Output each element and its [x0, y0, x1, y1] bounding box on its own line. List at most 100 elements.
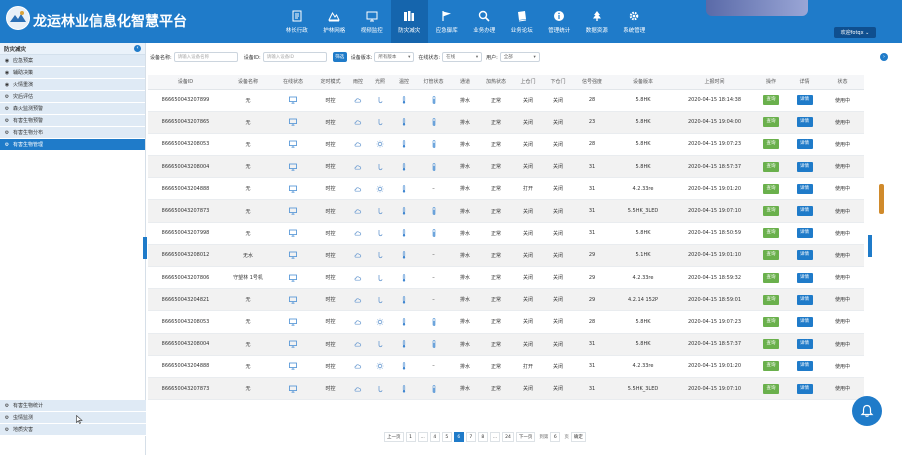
signal-strength: 29	[573, 266, 611, 290]
sidebar-item-bottom_items-2[interactable]: ⚙ 地质灾害	[0, 424, 146, 436]
nav-item-9[interactable]: 系统管理	[616, 0, 654, 43]
collapse-icon[interactable]: ‹	[134, 45, 141, 52]
filter-button[interactable]: 筛选	[332, 52, 347, 62]
nav-item-8[interactable]: 数据资源	[578, 0, 616, 43]
detail-button[interactable]: 详情	[796, 228, 813, 239]
query-button[interactable]: 查询	[763, 117, 779, 128]
rain-cloud-icon	[354, 185, 362, 193]
nav-item-7[interactable]: 管理统计	[541, 0, 579, 43]
rain-cloud-icon	[354, 207, 362, 215]
page-button[interactable]: 6	[453, 432, 464, 442]
detail-button[interactable]: 详情	[796, 361, 813, 372]
query-button[interactable]: 查询	[763, 139, 779, 150]
page-button[interactable]: 5	[441, 432, 452, 442]
page-button[interactable]: ...	[489, 432, 501, 442]
user-label: 用户:	[486, 54, 498, 61]
sidebar-item-bottom_items-0[interactable]: ⚙ 有害生物统计	[0, 400, 146, 412]
detail-button[interactable]: 详情	[796, 316, 813, 327]
sidebar-header: 防灾减灾 ‹	[0, 43, 145, 55]
query-button[interactable]: 查询	[763, 95, 779, 106]
detail-button[interactable]: 详情	[796, 95, 813, 106]
sidebar-item-items-6[interactable]: ⚙ 有害生物分布	[0, 127, 145, 139]
query-button[interactable]: 查询	[763, 294, 779, 305]
query-button[interactable]: 查询	[763, 228, 779, 239]
query-button[interactable]: 查询	[763, 183, 779, 194]
page-button[interactable]: 7	[465, 432, 476, 442]
heat-status: 正常	[479, 244, 513, 268]
page-button[interactable]: 24	[502, 432, 514, 442]
sidebar-item-items-5[interactable]: ⚙ 有害生物预警	[0, 115, 145, 127]
detail-button[interactable]: 详情	[796, 206, 813, 217]
nav-item-3[interactable]: 防灾减灾	[390, 0, 428, 43]
user-menu[interactable]: 欢迎fotqx ⌄	[834, 27, 876, 38]
light-hook-icon	[376, 296, 384, 304]
device-id-input[interactable]: 请输入设备ID	[262, 52, 327, 62]
device-id: 866650043208004	[148, 155, 223, 179]
device-id: 866650043208053	[148, 133, 223, 157]
query-button[interactable]: 查询	[763, 272, 779, 283]
goto-confirm-button[interactable]: 确定	[570, 432, 586, 442]
page-button[interactable]: 8	[477, 432, 488, 442]
notification-bell-icon[interactable]	[852, 396, 882, 426]
sidebar-item-items-0[interactable]: ◉ 应急预案	[0, 55, 145, 67]
light-hook-icon	[376, 385, 384, 393]
online-monitor-icon	[289, 118, 297, 126]
version-select[interactable]: 所有版本 ▾	[374, 52, 415, 62]
nav-item-1[interactable]: 护林网格	[316, 0, 354, 43]
thermometer-icon-cell	[392, 355, 416, 378]
query-button[interactable]: 查询	[763, 383, 779, 394]
nav-item-5[interactable]: 业务办理	[466, 0, 504, 43]
nav-item-6[interactable]: 业务论坛	[503, 0, 541, 43]
detail-button[interactable]: 详情	[796, 117, 813, 128]
expand-icon[interactable]: ›	[880, 53, 888, 61]
action-cell: 查询	[754, 111, 788, 134]
detail-button[interactable]: 详情	[796, 250, 813, 261]
user-select[interactable]: 全部 ▾	[499, 52, 540, 62]
online-monitor-icon	[289, 340, 297, 348]
next-page-button[interactable]: 下一页	[515, 432, 536, 442]
sidebar-item-bottom_items-1[interactable]: ⚙ 虫情监测	[0, 412, 146, 424]
sidebar-item-items-7[interactable]: ⚙ 有害生物管理	[0, 139, 145, 151]
query-button[interactable]: 查询	[763, 339, 779, 350]
gear-icon	[628, 10, 640, 22]
channel: 排水	[451, 155, 479, 179]
query-button[interactable]: 查询	[763, 361, 779, 372]
detail-button[interactable]: 详情	[796, 339, 813, 350]
page-button[interactable]: 4	[429, 432, 440, 442]
query-button[interactable]: 查询	[763, 206, 779, 217]
report-time: 2020-04-15 19:07:10	[675, 377, 754, 401]
detail-button[interactable]: 详情	[796, 272, 813, 283]
query-button[interactable]: 查询	[763, 316, 779, 327]
sidebar-item-items-2[interactable]: ◉ 火情重演	[0, 79, 145, 91]
nav-label: 业务论坛	[510, 27, 533, 34]
device-name-input[interactable]: 请输入设备名称	[173, 52, 238, 62]
right-toggle-tab[interactable]	[868, 235, 872, 257]
page-button[interactable]: ...	[417, 432, 428, 442]
sidebar-item-items-1[interactable]: ◉ 辅助决策	[0, 67, 145, 79]
nav-label: 数据资源	[585, 27, 608, 34]
table-row: 866650043208053 无时控 排水 正常 关闭 关闭 28 5.8HK 2020-04…	[148, 133, 864, 157]
sidebar-toggle-tab[interactable]	[143, 237, 147, 259]
sidebar-item-items-4[interactable]: ⚙ 森火监测预警	[0, 103, 145, 115]
prev-page-button[interactable]: 上一页	[384, 432, 404, 442]
detail-button[interactable]: 详情	[796, 139, 813, 150]
online-select[interactable]: 在线 ▾	[442, 52, 483, 62]
detail-button[interactable]: 详情	[796, 294, 813, 305]
page-button[interactable]: 1	[405, 432, 416, 442]
column-header: 加热状态	[479, 75, 513, 90]
lamp-tube-icon-cell	[416, 333, 451, 356]
scrollbar-thumb[interactable]	[879, 184, 884, 214]
query-button[interactable]: 查询	[763, 250, 779, 261]
query-button[interactable]: 查询	[763, 161, 779, 172]
nav-item-2[interactable]: 视频监控	[353, 0, 391, 43]
detail-button[interactable]: 详情	[796, 161, 813, 172]
nav-item-0[interactable]: 林长行政	[278, 0, 316, 43]
detail-button[interactable]: 详情	[796, 183, 813, 194]
light-hook-icon	[376, 96, 384, 104]
nav-item-4[interactable]: 应急御库	[428, 0, 466, 43]
column-header: 灯管状态	[416, 75, 451, 90]
light-hook-icon	[376, 163, 384, 171]
detail-button[interactable]: 详情	[796, 383, 813, 394]
goto-page-input[interactable]: 6	[550, 432, 561, 442]
sidebar-item-items-3[interactable]: ⚙ 灾后评估	[0, 91, 145, 103]
